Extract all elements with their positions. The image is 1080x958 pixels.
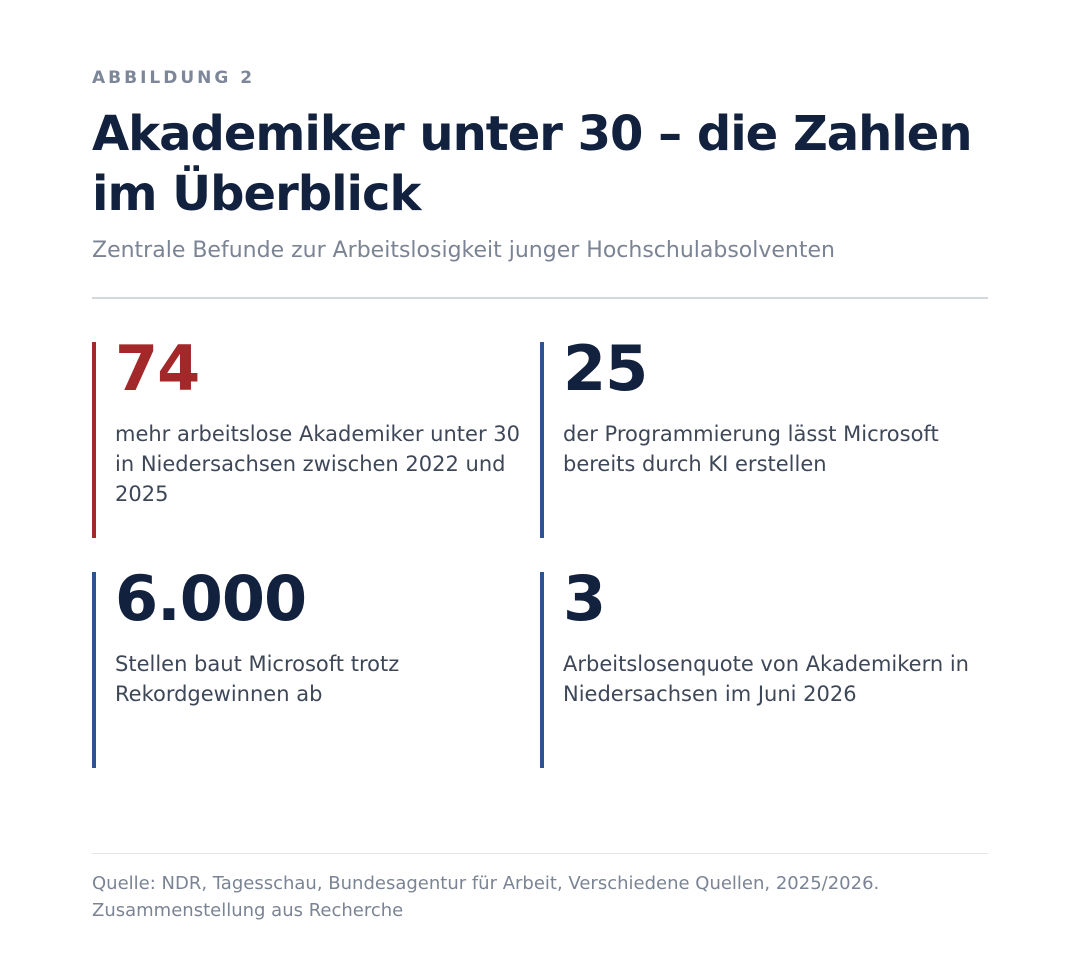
figure-card: ABBILDUNG 2 Akademiker unter 30 – die Za… [92,0,988,958]
stat-card-ai-programming: 25 der Programmierung lässt Microsoft be… [540,338,970,538]
stat-description: der Programmierung lässt Microsoft berei… [563,422,939,476]
stat-description: Stellen baut Microsoft trotz Rekordgewin… [115,652,400,706]
figure-subtitle: Zentrale Befunde zur Arbeitslosigkeit ju… [92,238,835,263]
stat-description: mehr arbeitslose Akademiker unter 30 in … [115,422,520,506]
stat-card-unemployed-academics: 74 mehr arbeitslose Akademiker unter 30 … [92,338,522,538]
source-note: Quelle: NDR, Tagesschau, Bundesagentur f… [92,873,880,921]
stat-description: Arbeitslosenquote von Akademikern in Nie… [563,652,969,706]
stat-value: 6.000 [115,562,307,635]
stat-value: 25 [563,332,648,405]
stat-card-microsoft-job-cuts: 6.000 Stellen baut Microsoft trotz Rekor… [92,568,522,768]
stat-value: 74 [115,332,200,405]
stat-card-unemployment-rate: 3 Arbeitslosenquote von Akademikern in N… [540,568,970,768]
top-divider [92,297,988,299]
figure-title: Akademiker unter 30 – die Zahlen im Über… [92,106,972,222]
figure-kicker: ABBILDUNG 2 [92,68,256,88]
bottom-divider [92,853,988,854]
stat-value: 3 [563,562,606,635]
